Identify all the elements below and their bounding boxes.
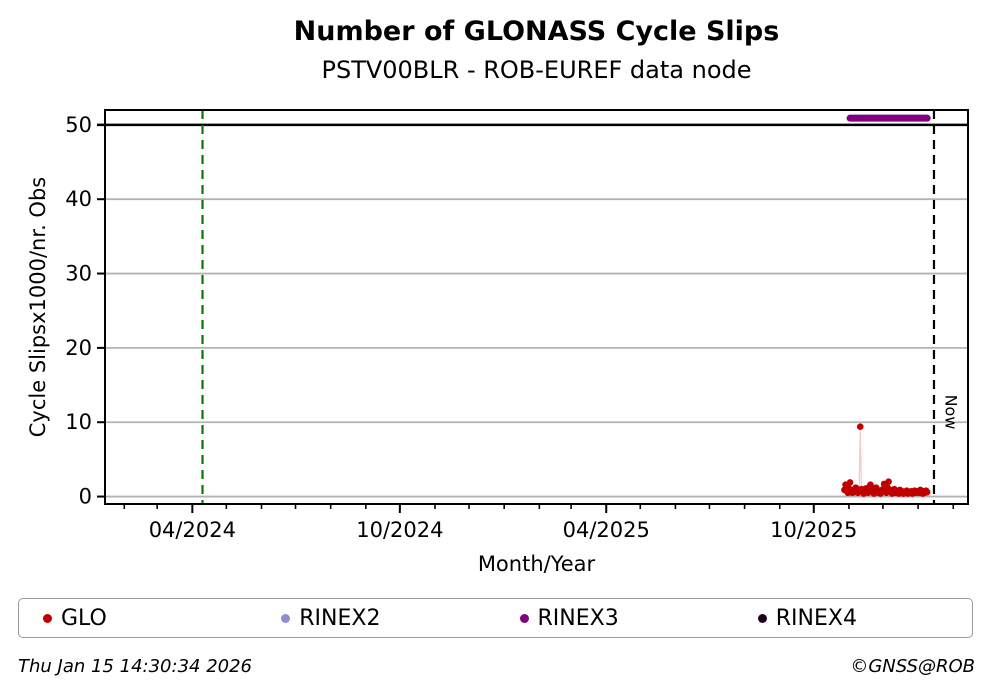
legend-label-glo: GLO <box>61 605 107 631</box>
y-tick-label: 30 <box>65 262 92 286</box>
glo-data-point <box>885 478 892 485</box>
x-axis-label: Month/Year <box>477 552 596 576</box>
legend-label-rinex2: RINEX2 <box>299 605 381 631</box>
now-line-label: Now <box>941 394 961 430</box>
plot-timestamp: Thu Jan 15 14:30:34 2026 <box>18 656 252 677</box>
plot-border <box>104 109 969 505</box>
legend-item-rinex3: RINEX3 <box>496 606 734 631</box>
copyright-note: ©GNSS@ROB <box>850 656 975 677</box>
legend-item-rinex4: RINEX4 <box>734 606 972 631</box>
y-tick-label: 40 <box>65 187 92 211</box>
chart-subtitle: PSTV00BLR - ROB-EUREF data node <box>321 56 752 84</box>
chart-title: Number of GLONASS Cycle Slips <box>293 16 780 47</box>
rinex3-marker-icon <box>519 613 529 623</box>
x-tick-label: 04/2025 <box>563 518 650 542</box>
rinex4-marker-icon <box>757 613 767 623</box>
glo-marker-icon <box>43 613 52 623</box>
rinex2-marker-icon <box>281 613 291 623</box>
x-tick-label: 10/2025 <box>770 518 857 542</box>
legend-label-rinex3: RINEX3 <box>537 605 619 631</box>
glo-data-point <box>923 488 931 496</box>
legend: GLO RINEX2 RINEX3 RINEX4 <box>18 598 973 638</box>
legend-item-glo: GLO <box>19 606 257 631</box>
y-tick-label: 50 <box>65 113 92 137</box>
x-tick-label: 04/2024 <box>149 518 236 542</box>
x-tick-label: 10/2024 <box>356 518 443 542</box>
legend-item-rinex2: RINEX2 <box>257 606 495 631</box>
glo-data-point <box>846 479 854 486</box>
y-tick-label: 20 <box>65 336 92 360</box>
y-tick-label: 10 <box>65 410 92 434</box>
legend-label-rinex4: RINEX4 <box>775 605 857 631</box>
glo-data-point <box>856 423 864 430</box>
y-tick-label: 0 <box>79 485 92 509</box>
